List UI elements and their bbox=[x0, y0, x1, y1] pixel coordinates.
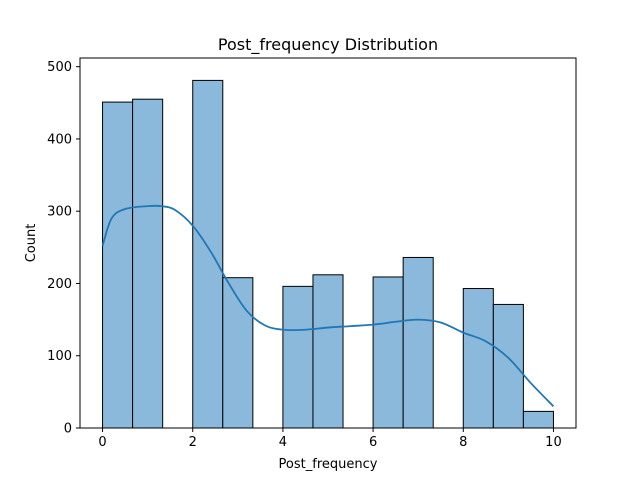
histogram-bar bbox=[282, 285, 314, 429]
kde-layer bbox=[101, 204, 555, 407]
plot-frame bbox=[79, 57, 577, 429]
x-tick-label: 4 bbox=[279, 435, 287, 450]
y-tick-label: 300 bbox=[47, 205, 72, 220]
y-axis-ticks: 0 100 200 300 400 500 bbox=[47, 60, 80, 437]
y-tick-label: 0 bbox=[64, 422, 72, 437]
histogram-bar bbox=[492, 303, 524, 429]
y-tick-label: 500 bbox=[47, 60, 72, 75]
histogram-bar bbox=[372, 276, 404, 429]
kde-line bbox=[101, 204, 555, 407]
x-tick-label: 0 bbox=[98, 435, 106, 450]
histogram-bar bbox=[312, 274, 344, 429]
histogram-bar bbox=[222, 277, 254, 429]
x-tick-label: 6 bbox=[369, 435, 377, 450]
histogram-bar bbox=[192, 79, 224, 429]
histogram-bar bbox=[522, 410, 554, 429]
x-axis-ticks: 0 2 4 6 8 10 bbox=[98, 428, 562, 450]
histogram-bar bbox=[102, 101, 134, 429]
x-tick-label: 8 bbox=[459, 435, 467, 450]
histogram-bar bbox=[132, 98, 164, 429]
y-tick-label: 100 bbox=[47, 349, 72, 364]
histogram-bar bbox=[462, 288, 494, 429]
y-tick-label: 400 bbox=[47, 132, 72, 147]
histogram-bar bbox=[402, 256, 434, 429]
y-axis-label: Count bbox=[24, 224, 39, 263]
y-tick-label: 200 bbox=[47, 277, 72, 292]
x-axis-label: Post_frequency bbox=[279, 457, 378, 472]
x-tick-label: 10 bbox=[545, 435, 562, 450]
x-tick-label: 2 bbox=[189, 435, 197, 450]
chart-title: Post_frequency Distribution bbox=[218, 35, 438, 55]
bars-layer bbox=[102, 79, 554, 429]
